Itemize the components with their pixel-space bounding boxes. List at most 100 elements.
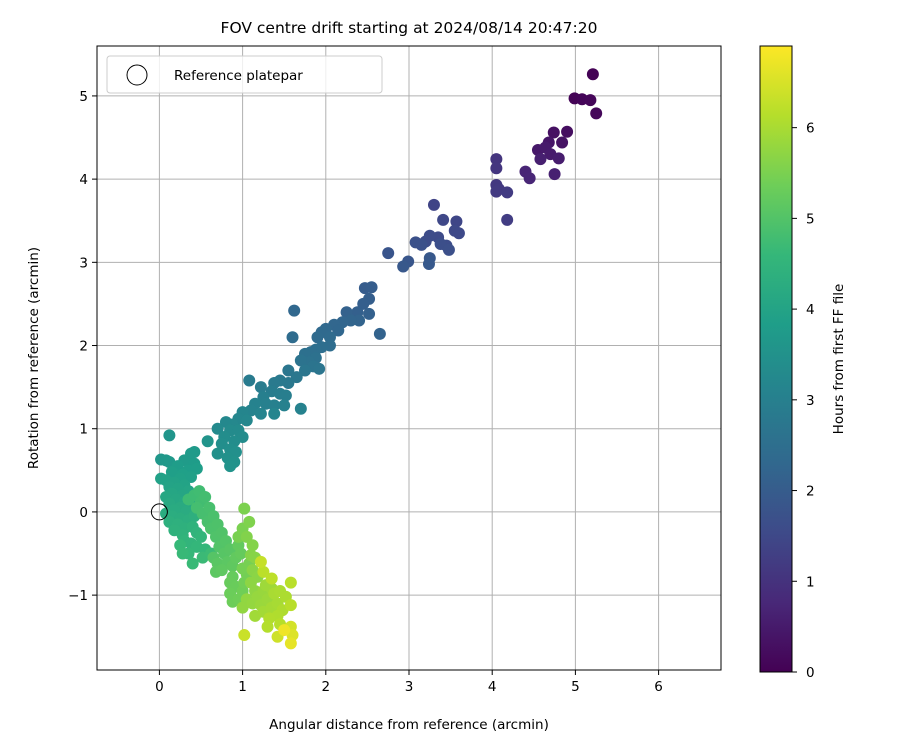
data-point — [284, 599, 297, 612]
y-axis-ticks: −1 0 1 2 3 4 5 — [68, 89, 97, 604]
data-point — [552, 152, 565, 165]
data-point — [165, 465, 178, 478]
data-point — [365, 281, 378, 294]
data-point — [195, 530, 207, 543]
legend-box — [106, 55, 383, 94]
x-tick-label: 0 — [155, 679, 164, 695]
data-point — [240, 530, 253, 543]
data-point — [215, 564, 228, 577]
data-point — [284, 637, 297, 650]
data-point — [501, 213, 514, 226]
data-point — [490, 162, 503, 175]
colorbar — [759, 45, 793, 673]
data-point — [556, 136, 569, 149]
data-point — [211, 447, 224, 460]
data-point — [586, 68, 599, 81]
data-point — [278, 624, 291, 637]
data-point — [254, 381, 267, 394]
data-point — [299, 364, 311, 377]
colorbar-tick-label: 0 — [806, 665, 815, 681]
data-point — [211, 422, 224, 435]
data-point — [176, 547, 189, 560]
data-point — [311, 331, 324, 344]
y-axis-label: Rotation from reference (arcmin) — [26, 247, 42, 469]
data-point — [434, 238, 447, 251]
colorbar-tick-label: 3 — [806, 393, 815, 409]
data-point — [286, 331, 299, 344]
data-point — [240, 414, 253, 427]
data-point — [534, 153, 547, 166]
x-tick-label: 3 — [405, 679, 414, 695]
colorbar-tick-label: 1 — [806, 574, 815, 590]
data-point — [490, 185, 503, 198]
data-point — [523, 172, 536, 185]
data-point — [584, 94, 597, 107]
data-point — [236, 601, 249, 614]
data-point — [234, 547, 247, 560]
legend: Reference platepar — [106, 55, 383, 94]
data-point — [224, 460, 237, 473]
data-point — [284, 576, 297, 589]
data-point — [163, 429, 176, 442]
x-tick-label: 6 — [654, 679, 663, 695]
data-point — [294, 354, 307, 367]
y-tick-label: 5 — [79, 89, 88, 105]
data-point — [294, 402, 307, 415]
legend-label-reference-platepar: Reference platepar — [174, 68, 303, 84]
data-point — [332, 324, 345, 337]
data-point — [353, 314, 366, 327]
colorbar-label: Hours from first FF file — [831, 284, 847, 435]
data-points — [155, 68, 603, 650]
data-point — [268, 399, 281, 412]
y-tick-label: 1 — [79, 422, 88, 438]
data-point — [452, 227, 465, 240]
data-point — [265, 572, 278, 585]
data-point — [561, 125, 574, 138]
data-point — [547, 126, 560, 139]
data-point — [313, 362, 326, 375]
data-point — [243, 374, 256, 387]
y-tick-label: 3 — [79, 255, 88, 271]
y-tick-label: −1 — [68, 588, 88, 604]
data-point — [397, 260, 410, 273]
data-point — [373, 327, 386, 340]
data-point — [437, 213, 450, 226]
data-point — [229, 446, 242, 459]
data-point — [501, 186, 514, 199]
data-point — [382, 247, 395, 260]
colorbar-tick-label: 2 — [806, 484, 815, 500]
grid-lines — [97, 46, 721, 670]
colorbar-tick-label: 4 — [806, 302, 815, 318]
chart-title: FOV centre drift starting at 2024/08/14 … — [221, 19, 598, 37]
x-tick-label: 2 — [322, 679, 331, 695]
data-point — [422, 257, 435, 270]
data-point — [215, 437, 228, 450]
colorbar-ticks: 0 1 2 3 4 5 6 — [792, 121, 815, 681]
x-tick-label: 1 — [238, 679, 247, 695]
x-axis-label: Angular distance from reference (arcmin) — [269, 717, 549, 733]
data-point — [268, 407, 281, 420]
data-point — [243, 515, 256, 528]
data-point — [238, 629, 251, 642]
data-point — [254, 555, 267, 568]
data-point — [185, 470, 198, 483]
data-point — [288, 304, 301, 317]
data-point — [363, 307, 376, 320]
data-point — [186, 557, 199, 570]
y-tick-label: 2 — [79, 339, 88, 355]
data-point — [490, 153, 503, 166]
colorbar-tick-label: 6 — [806, 121, 815, 137]
data-point — [590, 107, 603, 120]
y-tick-label: 0 — [79, 505, 88, 521]
reference-marker-layer — [150, 503, 168, 521]
data-point — [261, 620, 274, 633]
data-point — [238, 502, 251, 515]
x-tick-label: 5 — [571, 679, 580, 695]
x-axis-ticks: 0 1 2 3 4 5 6 — [155, 670, 663, 695]
data-point — [290, 371, 303, 384]
legend-open-circle-marker — [126, 64, 148, 86]
reference-platepar-marker — [150, 503, 168, 521]
data-point — [199, 490, 212, 503]
data-point — [427, 198, 440, 211]
